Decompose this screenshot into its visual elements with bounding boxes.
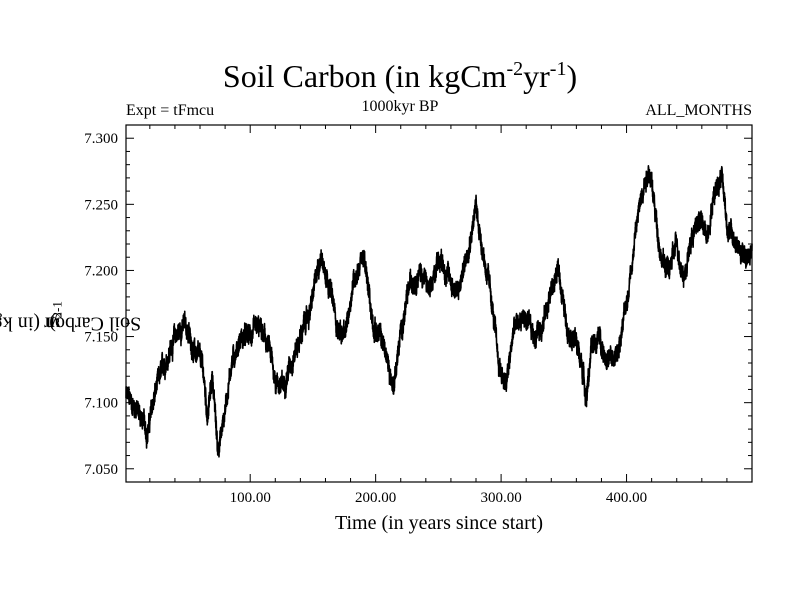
- x-axis-label: Time (in years since start): [334, 512, 544, 534]
- y-tick-label: 7.200: [84, 263, 118, 279]
- plot-frame: [125, 124, 753, 483]
- y-tick-label: 7.050: [84, 462, 118, 478]
- chart-title: Soil Carbon (in kgCm-2yr-1): [222, 58, 578, 94]
- y-tick-label: 7.150: [84, 330, 118, 346]
- y-tick-label: 7.300: [84, 131, 118, 147]
- x-tick-label: 300.00: [480, 490, 521, 506]
- ticks-layer: 7.050 7.100 7.150 7.200 7.250 7.300 100.00 200.…: [84, 124, 752, 506]
- y-tick-label: 7.250: [84, 197, 118, 213]
- x-tick-label: 400.00: [606, 490, 647, 506]
- y-tick-label: 7.100: [84, 396, 118, 412]
- series-line-0: [125, 165, 753, 458]
- experiment-label: Expt = tFmcu: [126, 102, 215, 119]
- series-layer: [125, 165, 753, 458]
- period-label: 1000kyr BP: [361, 98, 439, 115]
- x-tick-label: 100.00: [230, 490, 271, 506]
- months-label: ALL_MONTHS: [645, 102, 752, 119]
- x-tick-label: 200.00: [355, 490, 396, 506]
